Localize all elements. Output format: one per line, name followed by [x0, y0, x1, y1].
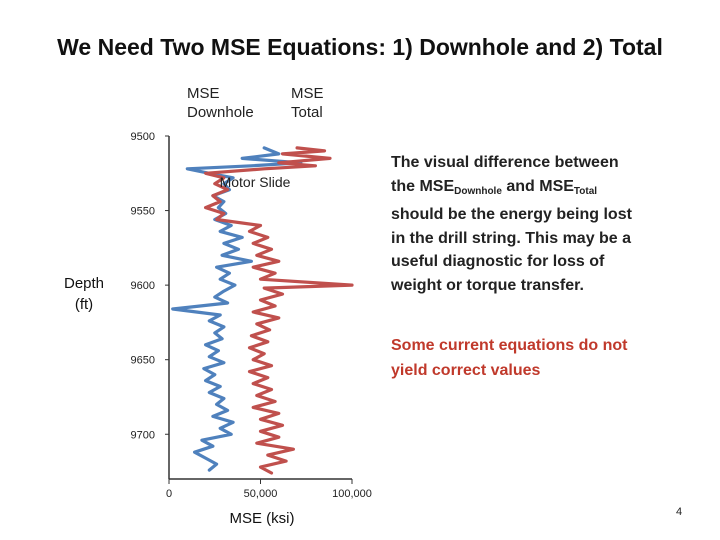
x-axis-title: MSE (ksi) [229, 510, 295, 527]
x-tick-label-0: 0 [166, 488, 172, 500]
legend-downhole-line1: MSE [187, 85, 220, 102]
slide-title: We Need Two MSE Equations: 1) Downhole a… [57, 34, 663, 60]
y-tick-label-9550: 9550 [131, 206, 155, 218]
legend-total: MSE Total [291, 84, 324, 122]
callout-sub-downhole: Downhole [454, 185, 502, 197]
x-tick-label-2: 100,000 [332, 488, 372, 500]
y-axis-title: Depth (ft) [56, 273, 112, 315]
legend-total-line2: Total [291, 104, 323, 121]
warning-text: Some current equations do not yield corr… [391, 333, 681, 383]
legend-total-line1: MSE [291, 85, 324, 102]
page-number: 4 [676, 506, 683, 518]
warning-line-2: yield correct values [391, 362, 541, 379]
callout-line-3: should be the energy being lost [391, 206, 632, 224]
tick-label-layer: 9500 9550 9600 9650 9700 0 50,000 100,000 [131, 131, 372, 500]
callout-line-1: The visual difference between [391, 154, 619, 171]
y-tick-label-9500: 9500 [131, 131, 155, 143]
callout-line-5: useful diagnostic for loss of [391, 253, 605, 271]
callout-line-2: the MSEDownhole and MSETotal [391, 175, 671, 204]
callout-text: The visual difference between the MSEDow… [391, 151, 671, 298]
legend-downhole-line2: Downhole [187, 104, 254, 121]
x-tick-label-1: 50,000 [244, 488, 278, 500]
legend-downhole: MSE Downhole [187, 84, 254, 122]
warning-line-1: Some current equations do not [391, 337, 628, 354]
y-axis-title-line1: Depth [63, 275, 105, 292]
series-line-total [204, 146, 354, 475]
series-layer [171, 146, 354, 475]
callout-line-6: weight or torque transfer. [391, 276, 584, 294]
y-tick-label-9600: 9600 [131, 280, 155, 292]
y-tick-label-9650: 9650 [131, 355, 155, 367]
callout-line-2-pre: the MSE [391, 177, 455, 195]
motor-slide-annotation: Motor Slide [220, 174, 291, 190]
y-tick-label-9700: 9700 [131, 429, 155, 441]
series-line-downhole [171, 146, 303, 472]
callout-sub-total: Total [573, 185, 598, 197]
callout-line-2-mid: and MSE [501, 177, 574, 195]
y-axis-title-line2: (ft) [74, 296, 94, 313]
callout-line-4: in the drill string. This may be a [391, 229, 632, 247]
axes-layer [165, 135, 353, 484]
